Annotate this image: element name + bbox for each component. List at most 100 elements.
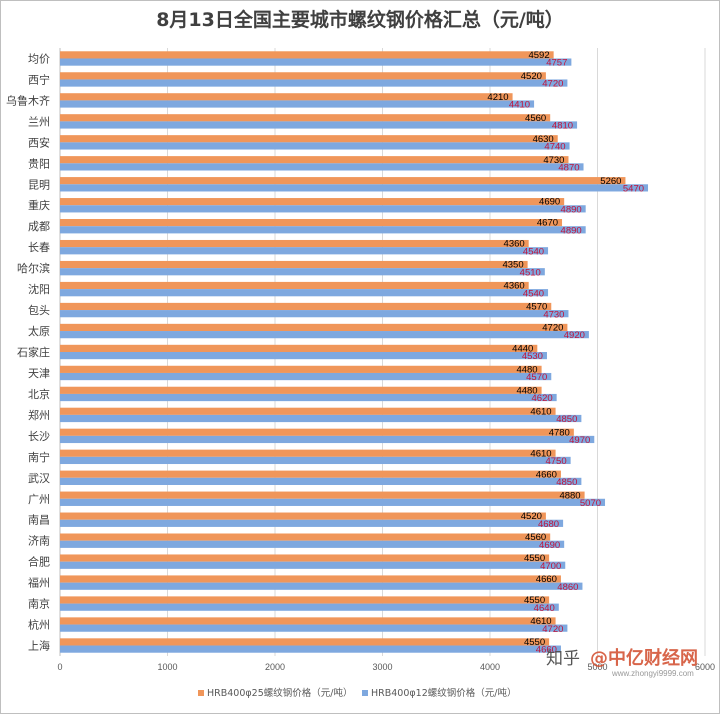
bar-series-2: [60, 603, 559, 611]
data-label-series-2: 4720: [542, 624, 563, 635]
watermark-url: www.zhongyi9999.com: [611, 669, 694, 678]
data-label-series-2: 4700: [540, 561, 561, 572]
category-label: 重庆: [28, 198, 50, 212]
legend-label-series-2: HRB400φ12螺纹钢价格（元/吨）: [371, 687, 516, 699]
x-tick-label: 1000: [157, 662, 177, 672]
data-label-series-2: 4530: [522, 351, 543, 362]
category-label: 福州: [28, 576, 50, 590]
data-label-series-1: 4690: [539, 197, 560, 208]
category-label: 均价: [28, 52, 50, 65]
bar-series-2: [60, 205, 586, 213]
category-labels: 均价西宁乌鲁木齐兰州西安贵阳昆明重庆成都长春哈尔滨沈阳包头太原石家庄天津北京郑州…: [6, 52, 50, 652]
data-label-series-2: 4730: [543, 309, 564, 320]
bar-series-1: [60, 219, 563, 227]
bar-series-1: [60, 596, 550, 604]
category-label: 长沙: [28, 430, 50, 443]
data-label-series-1: 4480: [516, 364, 537, 375]
data-label-series-2: 4690: [539, 540, 560, 551]
data-label-series-2: 4890: [561, 225, 582, 236]
category-label: 成都: [28, 220, 50, 233]
x-tick-label: 5000: [587, 662, 607, 672]
x-tick-label: 0: [57, 662, 62, 672]
x-tick-label: 6000: [695, 662, 715, 672]
bar-series-1: [60, 114, 551, 122]
data-label-series-1: 4610: [530, 448, 551, 459]
data-label-series-2: 4540: [523, 288, 544, 299]
data-label-series-2: 4850: [556, 414, 577, 425]
legend-swatch-series-2: [362, 690, 368, 696]
category-label: 合肥: [28, 555, 50, 569]
bar-series-1: [60, 470, 561, 478]
data-label-series-2: 4510: [520, 267, 541, 278]
bar-series-1: [60, 323, 568, 332]
bar-series-1: [60, 344, 538, 352]
data-label-series-1: 4550: [524, 595, 545, 606]
data-label-series-1: 4880: [559, 490, 580, 501]
data-labels: 4592475745204720421044104560481046304740…: [487, 50, 644, 656]
bar-series-2: [60, 540, 565, 548]
category-label: 沈阳: [28, 282, 50, 296]
bar-series-1: [60, 428, 574, 436]
category-label: 济南: [28, 534, 50, 548]
data-label-series-2: 4890: [561, 204, 582, 215]
bar-series-2: [60, 247, 549, 255]
data-label-series-1: 4610: [530, 616, 551, 627]
data-label-series-1: 4670: [537, 218, 558, 229]
bar-series-2: [60, 58, 572, 66]
legend-label-series-1: HRB400φ25螺纹钢价格（元/吨）: [207, 687, 352, 699]
data-label-series-2: 4720: [542, 79, 563, 90]
bar-series-1: [60, 135, 558, 143]
data-label-series-1: 4570: [526, 302, 547, 313]
bar-series-2: [60, 435, 595, 444]
data-label-series-1: 4350: [502, 260, 523, 271]
bar-series-2: [60, 456, 571, 465]
data-label-series-1: 4660: [536, 469, 557, 480]
bars: [60, 51, 649, 653]
x-axis-ticks: 0 1000 2000 3000 4000 5000 6000: [57, 662, 715, 672]
bar-series-1: [60, 72, 546, 80]
data-label-series-1: 4360: [504, 281, 525, 292]
watermark-zhihu: 知乎: [546, 649, 580, 669]
bar-series-2: [60, 163, 584, 171]
data-label-series-1: 4780: [549, 427, 570, 438]
bar-series-2: [60, 645, 561, 653]
bar-series-2: [60, 372, 552, 381]
category-label: 长春: [28, 241, 50, 254]
category-label: 哈尔滨: [17, 261, 50, 275]
data-label-series-1: 5260: [600, 176, 621, 187]
bar-series-2: [60, 477, 582, 485]
data-label-series-1: 4440: [512, 344, 533, 355]
data-label-series-1: 4520: [521, 71, 542, 82]
data-label-series-2: 5070: [580, 498, 601, 509]
bar-series-1: [60, 533, 551, 541]
bar-series-1: [60, 638, 550, 646]
data-label-series-2: 4620: [532, 393, 553, 404]
data-label-series-1: 4360: [504, 239, 525, 250]
bar-series-1: [60, 93, 513, 101]
data-label-series-1: 4660: [536, 574, 557, 585]
data-label-series-1: 4560: [525, 532, 546, 543]
bar-series-1: [60, 617, 556, 625]
data-label-series-1: 4730: [543, 155, 564, 166]
category-label: 乌鲁木齐: [6, 93, 50, 107]
data-label-series-2: 4920: [564, 330, 585, 341]
category-label: 包头: [28, 304, 50, 317]
data-label-series-1: 4560: [525, 113, 546, 124]
bar-series-1: [60, 51, 554, 59]
category-label: 兰州: [28, 115, 50, 128]
bar-series-1: [60, 512, 546, 520]
category-label: 贵阳: [28, 157, 50, 170]
category-label: 天津: [28, 367, 50, 380]
data-label-series-2: 4870: [558, 163, 579, 174]
watermark-brand: @中亿财经网: [590, 647, 698, 669]
legend-swatch-series-1: [198, 690, 204, 696]
data-label-series-1: 4630: [533, 134, 554, 145]
category-label: 郑州: [28, 408, 50, 422]
category-label: 武汉: [28, 472, 50, 485]
bar-series-1: [60, 177, 626, 185]
bar-series-2: [60, 142, 570, 150]
category-label: 石家庄: [17, 345, 50, 359]
data-label-series-2: 4680: [538, 519, 559, 530]
data-label-series-2: 5470: [623, 183, 644, 194]
